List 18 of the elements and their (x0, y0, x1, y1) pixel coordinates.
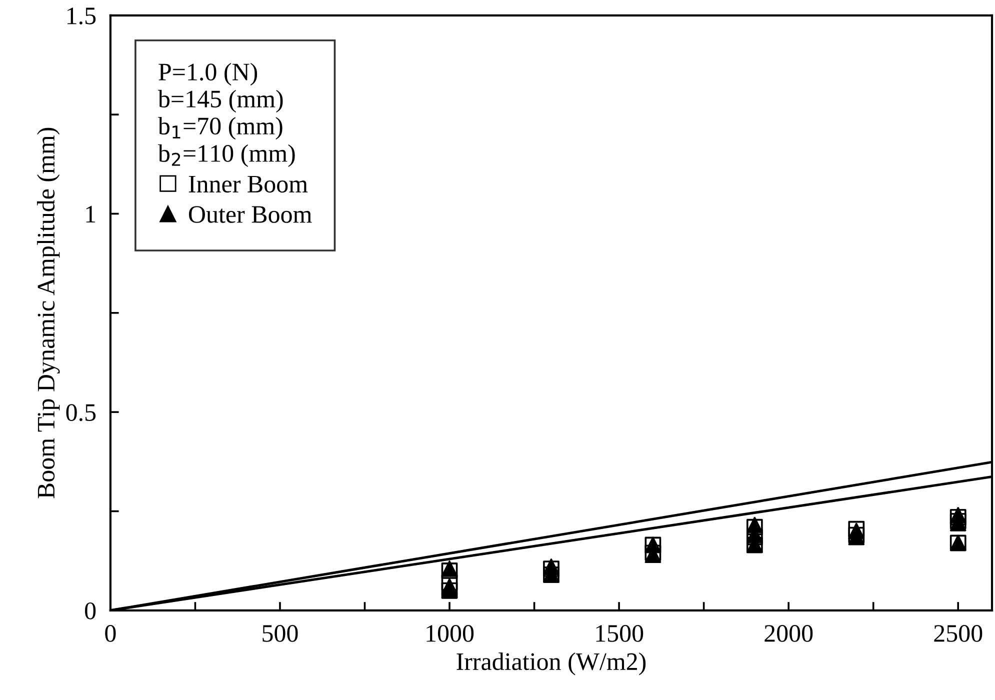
annotation: b=145 (mm) (158, 90, 283, 113)
legend-label: Outer Boom (188, 206, 312, 223)
x-tick-label: 2500 (934, 625, 982, 642)
y-tick-label: 1 (86, 206, 96, 222)
x-tick-label: 1000 (426, 625, 474, 642)
x-tick-label: 2000 (764, 625, 813, 642)
y-tick-label: 0 (85, 602, 96, 620)
x-axis-title: Irradiation (W/m2) (456, 652, 646, 676)
y-tick-label: 0.5 (66, 404, 96, 422)
annotation: b$_{1}$=70 (mm) (158, 116, 282, 140)
annotation: b$_{2}$=110 (mm) (158, 144, 295, 168)
x-tick-label: 1500 (596, 625, 644, 642)
legend-label: Inner Boom (188, 176, 308, 193)
annotation: P=1.0 (N) (158, 62, 258, 86)
y-tick-label: 1.5 (68, 8, 96, 24)
x-tick-label: 0 (105, 625, 116, 642)
y-axis-title: Boom Tip Dynamic Amplitude (mm) (37, 128, 60, 498)
x-tick-label: 500 (262, 625, 298, 642)
